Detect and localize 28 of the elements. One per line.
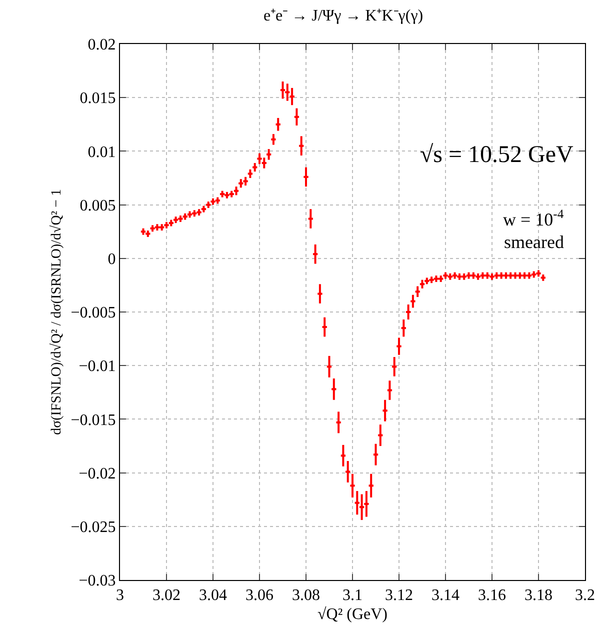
y-tick-label: 0.01 — [88, 144, 116, 161]
y-tick-label: −0.02 — [78, 465, 116, 482]
x-tick-label: 3.12 — [385, 587, 413, 604]
x-tick-label: 3.1 — [342, 587, 362, 604]
y-axis-title: dσ(IFSNLO)/d√Q² / dσ(ISRNLO)/d√Q² − 1 — [48, 189, 64, 435]
x-tick-label: 3 — [116, 587, 124, 604]
annotation: √s = 10.52 GeV — [420, 142, 574, 168]
x-tick-label: 3.14 — [432, 587, 460, 604]
x-tick-label: 3.2 — [575, 587, 595, 604]
y-tick-label: −0.005 — [70, 304, 116, 322]
y-tick-label: −0.03 — [78, 572, 116, 590]
y-tick-label: −0.025 — [70, 519, 116, 536]
annotation: w = 10$^{-4}$ — [503, 207, 564, 230]
y-tick-label: 0.02 — [88, 36, 116, 54]
x-tick-label: 3.06 — [246, 587, 274, 604]
x-tick-label: 3.04 — [199, 587, 227, 604]
x-tick-label: 3.16 — [478, 587, 506, 604]
y-tick-label: 0.005 — [80, 197, 116, 214]
y-tick-label: −0.01 — [78, 358, 116, 376]
x-axis-title: √Q² (GeV) — [318, 606, 388, 623]
x-tick-label: 3.08 — [292, 587, 320, 604]
chart-title: e⁺e⁻ → J/Ψγ → K⁺K⁻γ(γ) — [263, 8, 424, 25]
x-tick-label: 3.18 — [524, 587, 552, 604]
annotation: smeared — [504, 232, 564, 252]
y-tick-label: 0.015 — [80, 90, 116, 108]
y-tick-label: −0.015 — [70, 412, 116, 429]
x-tick-label: 3.02 — [152, 587, 180, 604]
y-tick-label: 0 — [108, 251, 116, 268]
